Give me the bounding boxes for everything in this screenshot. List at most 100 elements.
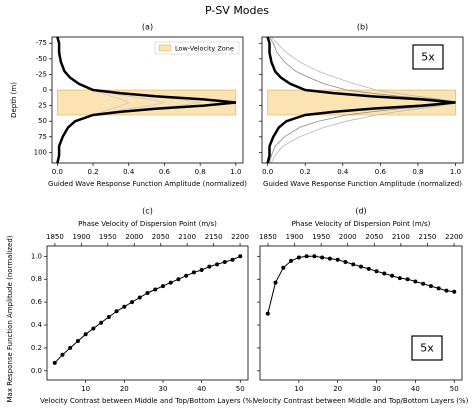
- x-tick-label: 0.0: [262, 168, 273, 176]
- panel: 10 20 30 40 50 1850 1900 1950 2000 2050 2100 2150 22…: [254, 207, 469, 406]
- data-point: [351, 262, 356, 267]
- panel-label: (a): [142, 23, 153, 32]
- x2-tick-label: 2050: [152, 233, 170, 241]
- axes-frame: [46, 245, 249, 381]
- y-tick-label: 25: [38, 102, 47, 110]
- data-point: [382, 271, 387, 276]
- data-point: [421, 281, 426, 286]
- x-tick-label: 0.8: [412, 168, 423, 176]
- panel-label: (b): [357, 23, 368, 32]
- x-tick-label: 1.0: [230, 168, 241, 176]
- x2-tick-label: 2150: [205, 233, 223, 241]
- x-tick-label: 50: [450, 385, 459, 393]
- data-point: [265, 311, 270, 316]
- data-point: [452, 289, 457, 294]
- data-point: [335, 257, 340, 262]
- x-tick-label: 40: [411, 385, 420, 393]
- x2-axis-label: Phase Velocity of Dispersion Point (m/s): [292, 220, 431, 228]
- data-point: [397, 276, 402, 281]
- y-tick-label: 1.0: [31, 252, 42, 260]
- x2-tick-label: 1900: [286, 233, 304, 241]
- data-point: [153, 287, 158, 292]
- x-tick-label: 50: [236, 385, 245, 393]
- legend-label: Low-Velocity Zone: [175, 45, 234, 53]
- x2-tick-label: 1850: [259, 233, 277, 241]
- data-point: [327, 256, 332, 261]
- mode-curve: [266, 36, 456, 164]
- x-tick-label: 0.2: [87, 168, 98, 176]
- data-point: [99, 320, 104, 325]
- data-point: [160, 284, 165, 289]
- data-point: [114, 309, 119, 314]
- y-tick-label: 0.2: [31, 344, 42, 352]
- y-tick-label: 0: [43, 86, 47, 94]
- y-tick-label: 50: [38, 117, 47, 125]
- data-point: [312, 254, 317, 259]
- x-axis-label: Velocity Contrast between Middle and Top…: [40, 397, 255, 405]
- x-axis-label: Velocity Contrast between Middle and Top…: [254, 397, 469, 405]
- x-axis-label: Guided Wave Response Function Amplitude …: [263, 180, 462, 188]
- x-axis-label: Guided Wave Response Function Amplitude …: [48, 180, 247, 188]
- data-point: [222, 260, 227, 265]
- data-point: [91, 326, 96, 331]
- x2-tick-label: 2200: [231, 233, 249, 241]
- data-point: [137, 295, 142, 300]
- y-tick-label: 0.4: [31, 321, 43, 329]
- x-tick-label: 0.8: [195, 168, 206, 176]
- y-tick-label: -50: [36, 55, 47, 63]
- data-point: [145, 290, 150, 295]
- legend-swatch: [158, 44, 172, 52]
- x-tick-label: 20: [333, 385, 342, 393]
- data-point: [238, 254, 243, 259]
- data-point: [199, 268, 204, 273]
- data-point: [75, 339, 80, 344]
- data-point: [366, 266, 371, 271]
- data-point: [230, 257, 235, 262]
- x-tick-label: 0.4: [123, 168, 135, 176]
- data-point: [168, 280, 173, 285]
- data-point: [374, 269, 379, 274]
- axes-frame: [259, 245, 463, 381]
- annotation: 5x: [420, 342, 434, 355]
- x2-tick-label: 2100: [178, 233, 196, 241]
- x2-tick-label: 1950: [99, 233, 117, 241]
- x-tick-label: 10: [294, 385, 303, 393]
- data-line: [54, 255, 241, 364]
- data-point: [289, 258, 294, 263]
- data-point: [343, 260, 348, 265]
- x-tick-label: 0.4: [337, 168, 349, 176]
- data-point: [304, 254, 309, 259]
- data-point: [296, 255, 301, 260]
- data-point: [68, 345, 73, 350]
- data-point: [52, 360, 57, 365]
- annotation: 5x: [421, 51, 435, 64]
- low-velocity-zone: [57, 89, 237, 116]
- data-point: [184, 273, 189, 278]
- data-point: [359, 264, 363, 269]
- data-point: [130, 300, 135, 305]
- y-tick-label: 100: [34, 148, 47, 156]
- data-point: [215, 262, 220, 267]
- data-point: [281, 265, 286, 270]
- annotation-box: [411, 335, 443, 361]
- data-point: [106, 315, 111, 320]
- panel: 0.0 0.2 0.4 0.6 0.8 1.0 10 20 30 40 50 1850 1900 1950…: [6, 207, 255, 406]
- panel: Low-Velocity Zone -75 -50 -25 0 25 50 75 100 0.0 0…: [10, 23, 247, 189]
- x2-axis-label: Phase Velocity of Dispersion Point (m/s): [78, 220, 217, 228]
- x2-tick-label: 2150: [419, 233, 437, 241]
- x2-tick-label: 2100: [392, 233, 410, 241]
- x2-tick-label: 2050: [365, 233, 383, 241]
- y-tick-label: 0.8: [31, 275, 42, 283]
- y-tick-label: 0.0: [31, 367, 42, 375]
- data-point: [122, 304, 127, 309]
- x2-tick-label: 1850: [46, 233, 64, 241]
- panel-label: (d): [355, 207, 366, 216]
- y-tick-label: -25: [36, 70, 47, 78]
- x-tick-label: 20: [120, 385, 129, 393]
- x-tick-label: 1.0: [450, 168, 461, 176]
- data-point: [207, 264, 212, 269]
- x2-tick-label: 2000: [125, 233, 143, 241]
- x2-tick-label: 2000: [339, 233, 357, 241]
- data-point: [390, 273, 395, 278]
- data-point: [191, 270, 196, 275]
